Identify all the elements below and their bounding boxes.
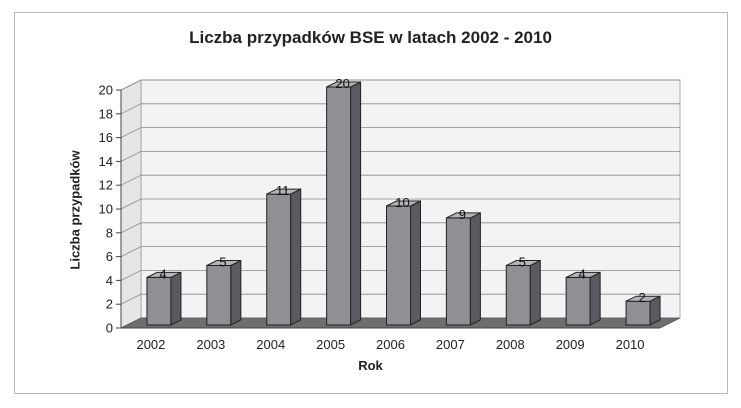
y-tick-label: 20 xyxy=(99,83,113,98)
x-tick-label: 2003 xyxy=(196,337,225,352)
bar xyxy=(326,81,362,326)
bar-front xyxy=(505,265,531,326)
y-tick-label: 2 xyxy=(106,297,113,312)
x-axis-title: Rok xyxy=(358,358,383,373)
bar-top xyxy=(266,188,301,195)
bars xyxy=(146,81,661,326)
gridlines xyxy=(120,79,680,305)
y-tick-label: 6 xyxy=(106,249,113,264)
bar-front xyxy=(445,217,471,326)
bar xyxy=(266,188,302,326)
y-tick-label: 8 xyxy=(106,225,113,240)
gridline xyxy=(120,127,680,138)
bar-side xyxy=(290,188,302,326)
x-tick-label: 2009 xyxy=(556,337,585,352)
data-label: 2 xyxy=(638,290,645,305)
bar-top xyxy=(506,260,541,266)
gridline xyxy=(120,79,680,91)
gridline xyxy=(120,103,680,115)
bar-side xyxy=(230,259,242,326)
bar-side xyxy=(410,200,421,326)
tick-labels: 0 2 4 6 8 10 12 14 16 18 20 2002 2003 2004 2005 2006 200… xyxy=(99,83,645,353)
chart-title: Liczba przypadków BSE w latach 2002 - 20… xyxy=(189,28,552,47)
bar-top xyxy=(326,81,361,88)
gridline xyxy=(120,246,680,257)
bar-top xyxy=(446,212,481,219)
gridline xyxy=(120,150,680,162)
bar-front xyxy=(386,205,411,326)
bar xyxy=(386,200,421,326)
y-tick-label: 18 xyxy=(99,106,113,121)
data-labels: 4 5 11 20 10 9 5 4 2 xyxy=(159,76,645,305)
data-label: 5 xyxy=(219,255,226,270)
data-label: 5 xyxy=(519,255,526,270)
bar xyxy=(206,259,242,326)
gridline xyxy=(120,293,680,305)
y-tick-label: 0 xyxy=(106,321,113,336)
bar-side xyxy=(350,81,362,326)
bar xyxy=(445,212,481,326)
bar xyxy=(146,271,182,326)
bar-top xyxy=(565,271,601,278)
x-tick-label: 2006 xyxy=(376,337,405,352)
x-tick-label: 2002 xyxy=(136,337,165,352)
bar xyxy=(505,259,541,326)
gridline xyxy=(120,269,680,281)
bar-front xyxy=(326,86,352,326)
data-label: 4 xyxy=(579,266,586,281)
x-tick-label: 2010 xyxy=(616,337,645,352)
gridline xyxy=(120,222,680,234)
bar-front xyxy=(146,276,172,326)
y-tick-label: 16 xyxy=(99,130,113,145)
bar-top xyxy=(146,271,182,278)
bar-front xyxy=(206,265,232,326)
data-label: 10 xyxy=(395,195,409,210)
x-tick-label: 2007 xyxy=(436,337,465,352)
y-tick-label: 10 xyxy=(99,202,113,217)
gridline xyxy=(120,174,680,186)
data-label: 4 xyxy=(159,266,166,281)
bar-side xyxy=(589,271,601,326)
data-label: 9 xyxy=(459,207,466,222)
axes xyxy=(116,89,660,329)
bar-side xyxy=(529,259,541,326)
bar xyxy=(565,271,601,326)
y-tick-label: 12 xyxy=(99,178,113,193)
bar-side xyxy=(469,212,481,326)
bar-side xyxy=(170,271,182,326)
data-label: 20 xyxy=(335,76,349,91)
y-tick-label: 4 xyxy=(106,273,113,288)
bar-front xyxy=(266,193,292,326)
bar-top xyxy=(386,200,421,207)
gridline xyxy=(120,198,680,210)
bar-top xyxy=(625,295,661,302)
bar-top xyxy=(206,260,242,266)
data-label: 11 xyxy=(276,183,290,198)
y-tick-label: 14 xyxy=(99,154,113,169)
bar xyxy=(625,295,661,326)
x-tick-label: 2004 xyxy=(256,337,285,352)
bar-front xyxy=(565,276,591,326)
x-tick-label: 2008 xyxy=(496,337,525,352)
x-tick-label: 2005 xyxy=(316,337,345,352)
